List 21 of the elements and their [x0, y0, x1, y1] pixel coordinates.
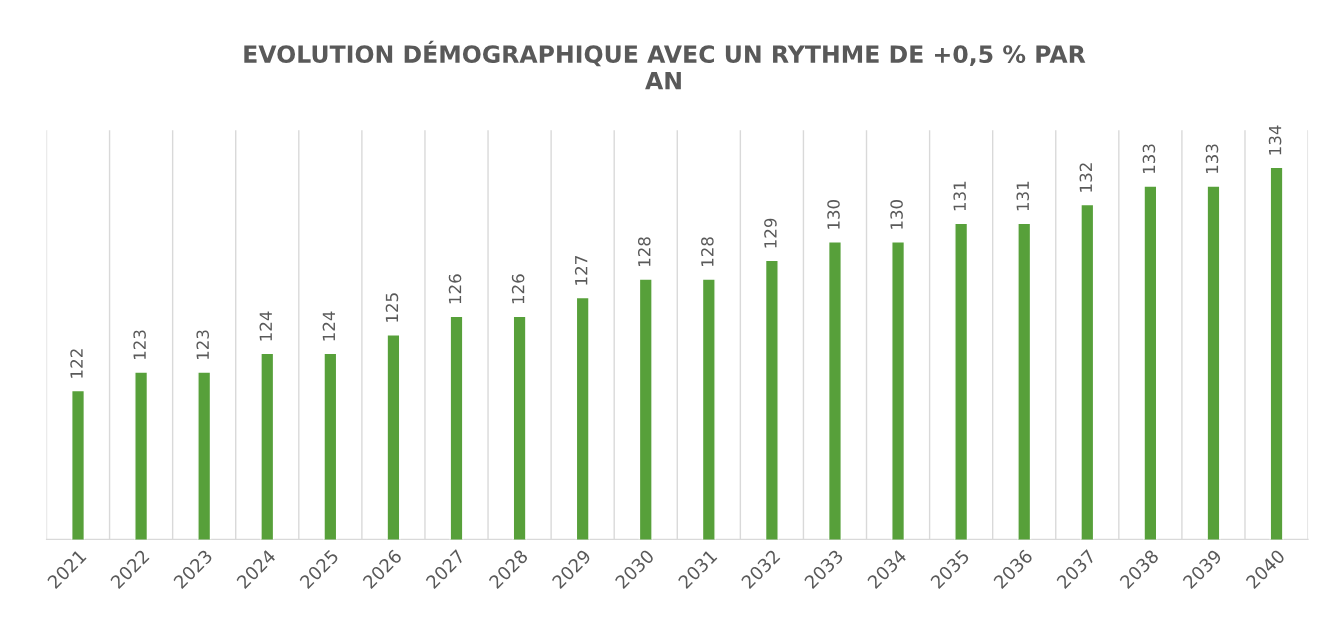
data-label: 131	[1016, 181, 1030, 211]
data-label: 130	[890, 199, 903, 229]
data-label: 133	[1205, 144, 1219, 174]
data-label: 131	[953, 181, 966, 211]
data-label: 123	[133, 330, 146, 360]
chart-title: EVOLUTION DÉMOGRAPHIQUE AVEC UN RYTHME DE +0,5 % PAR AN	[244, 40, 1086, 90]
data-label: 132	[1079, 163, 1093, 192]
data-label: 124	[259, 311, 272, 341]
data-label: 124	[322, 311, 335, 341]
data-label: 127	[574, 256, 588, 285]
data-label: 126	[448, 274, 462, 304]
data-label: 128	[701, 237, 714, 267]
data-label: 122	[70, 349, 83, 378]
data-label: 130	[827, 199, 840, 229]
data-label: 133	[1142, 144, 1156, 174]
data-label: 125	[385, 293, 399, 322]
data-label: 123	[196, 330, 210, 360]
data-label: 126	[511, 274, 525, 304]
data-label: 129	[764, 218, 777, 248]
data-label: 134	[1268, 125, 1282, 155]
data-label: 128	[637, 237, 651, 267]
